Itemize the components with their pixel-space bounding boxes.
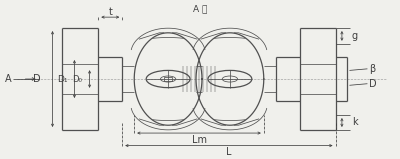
Text: D₁: D₁ [57, 75, 68, 83]
Text: D₀: D₀ [72, 75, 82, 83]
Text: t: t [108, 7, 112, 17]
Text: D: D [370, 79, 377, 89]
Text: β: β [370, 64, 376, 74]
Text: A 向: A 向 [193, 5, 207, 14]
Text: Lm: Lm [192, 135, 206, 145]
Bar [164, 77, 172, 81]
Text: A: A [4, 74, 11, 84]
Text: D: D [33, 74, 40, 84]
Text: g: g [352, 31, 358, 41]
Text: L: L [226, 147, 232, 157]
Text: k: k [352, 118, 358, 128]
